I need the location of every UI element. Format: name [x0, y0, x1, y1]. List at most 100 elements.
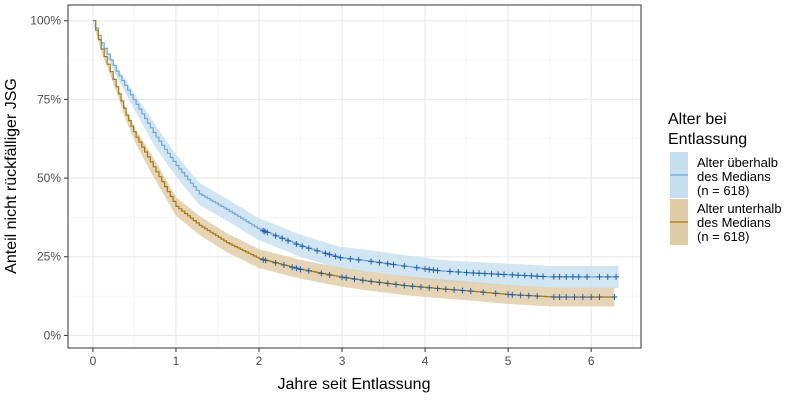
censor-mark-0: [430, 267, 437, 274]
censor-mark-1: [289, 264, 296, 271]
censor-mark-0: [495, 271, 502, 278]
x-tick-label: 2: [256, 354, 263, 368]
censor-mark-0: [347, 255, 354, 262]
censor-mark-0: [481, 270, 488, 277]
y-axis: 0% 25% 50% 75% 100%: [30, 14, 68, 342]
censor-mark-0: [476, 270, 483, 277]
x-tick-label: 1: [173, 354, 180, 368]
censor-mark-0: [293, 241, 300, 248]
censor-mark-0: [540, 273, 547, 280]
censor-mark-1: [525, 292, 532, 299]
legend-label-0-line-3: (n = 618): [697, 183, 749, 198]
censor-mark-1: [326, 271, 333, 278]
y-tick-label: 50%: [37, 171, 61, 185]
censor-mark-1: [556, 294, 563, 301]
censor-mark-1: [401, 282, 408, 289]
censor-mark-0: [279, 235, 286, 242]
y-tick-label: 25%: [37, 250, 61, 264]
y-tick-label: 100%: [30, 14, 61, 28]
censor-mark-1: [417, 284, 424, 291]
censor-mark-0: [550, 273, 557, 280]
plot-border: [67, 4, 642, 349]
censor-mark-1: [426, 284, 433, 291]
censor-mark-0: [384, 260, 391, 267]
censor-mark-0: [575, 273, 582, 280]
censor-mark-1: [359, 277, 366, 284]
censor-mark-0: [488, 270, 495, 277]
x-axis-title: Jahre seit Entlassung: [278, 376, 431, 393]
censor-mark-1: [596, 294, 603, 301]
censor-mark-0: [604, 273, 611, 280]
censor-mark-0: [305, 245, 312, 252]
censor-mark-0: [434, 267, 441, 274]
censor-mark-0: [556, 273, 563, 280]
legend-title-line-2: Entlassung: [668, 131, 747, 148]
censor-marks: [260, 227, 620, 301]
censor-mark-1: [492, 290, 499, 297]
censor-mark-0: [401, 263, 408, 270]
censor-mark-0: [390, 261, 397, 268]
censor-mark-1: [480, 289, 487, 296]
censor-mark-0: [337, 254, 344, 261]
censor-mark-0: [515, 272, 522, 279]
y-tick-label: 0%: [44, 328, 62, 342]
censor-mark-1: [517, 292, 524, 299]
censor-mark-1: [305, 267, 312, 274]
censor-mark-0: [355, 256, 362, 263]
censor-mark-0: [285, 237, 292, 244]
censor-mark-1: [318, 270, 325, 277]
censor-mark-0: [376, 259, 383, 266]
x-tick-label: 0: [90, 354, 97, 368]
legend: Alter bei Entlassung Alter überhalb des …: [668, 111, 782, 245]
survival-line-1: [92, 20, 615, 298]
y-axis-title: Anteil nicht rückfälliger JSG: [3, 78, 20, 274]
censor-mark-0: [314, 247, 321, 254]
censor-mark-1: [579, 294, 586, 301]
censor-mark-1: [550, 294, 557, 301]
censor-mark-0: [326, 251, 333, 258]
censor-mark-1: [467, 288, 474, 295]
censor-mark-0: [447, 268, 453, 275]
censor-mark-0: [534, 273, 541, 280]
censor-mark-0: [596, 273, 603, 280]
legend-label-0-line-1: Alter überhalb: [697, 155, 778, 170]
x-tick-label: 4: [422, 354, 429, 368]
censor-mark-1: [509, 291, 516, 298]
x-axis: 0 1 2 3 4 5 6: [90, 348, 595, 368]
censor-mark-0: [422, 265, 429, 272]
censor-mark-0: [509, 271, 516, 278]
censor-mark-1: [534, 293, 541, 300]
censor-mark-0: [455, 269, 462, 276]
legend-label-1-line-3: (n = 618): [697, 229, 749, 244]
legend-label-1-line-1: Alter unterhalb: [697, 201, 782, 216]
confidence-band-1: [92, 20, 615, 307]
censor-mark-0: [368, 258, 375, 265]
censor-mark-1: [563, 294, 570, 301]
x-tick-label: 6: [588, 354, 595, 368]
censor-mark-1: [434, 285, 441, 292]
censor-mark-1: [409, 283, 416, 290]
censor-mark-1: [588, 294, 595, 301]
censor-mark-1: [272, 259, 279, 266]
censor-mark-0: [264, 229, 271, 236]
censor-mark-0: [332, 253, 339, 260]
confidence-bands: [92, 20, 619, 307]
censor-mark-1: [297, 266, 304, 273]
censor-mark-0: [521, 272, 528, 279]
censor-mark-1: [339, 274, 346, 281]
censor-mark-0: [500, 271, 507, 278]
censor-mark-0: [463, 269, 470, 276]
censor-mark-0: [413, 264, 420, 271]
censor-mark-1: [368, 278, 375, 285]
legend-title-line-1: Alter bei: [668, 111, 727, 128]
censor-mark-1: [343, 274, 350, 281]
censor-mark-1: [451, 286, 458, 293]
censor-mark-0: [322, 250, 329, 257]
legend-label-0-line-2: des Medians: [697, 169, 771, 184]
censor-mark-1: [376, 279, 383, 286]
censor-mark-1: [459, 287, 466, 294]
censor-mark-1: [611, 294, 618, 301]
censor-mark-1: [351, 276, 358, 283]
censor-mark-1: [293, 265, 300, 272]
